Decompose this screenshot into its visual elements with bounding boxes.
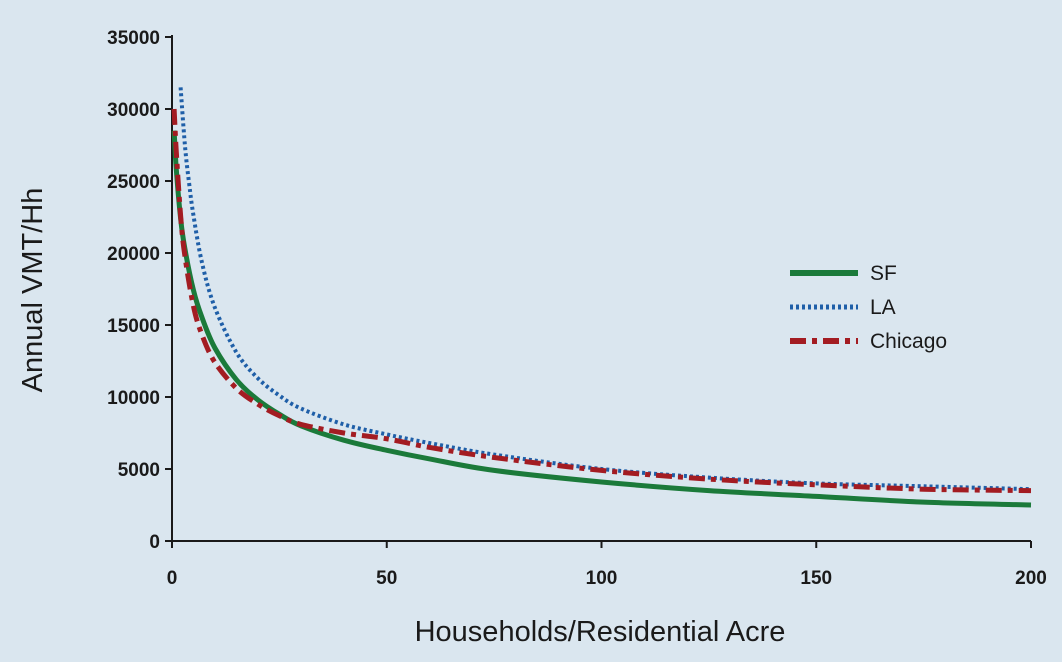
y-tick-label: 30000: [107, 100, 160, 121]
y-tick-label: 10000: [107, 388, 160, 409]
x-tick-label: 150: [800, 568, 832, 589]
series-line-sf: [171, 130, 1032, 508]
y-tick-label: 0: [149, 532, 160, 553]
x-tick-label: 0: [167, 568, 178, 589]
y-tick-label: 15000: [107, 316, 160, 337]
legend-label-sf: SF: [870, 262, 897, 285]
series-line-chicago: [171, 108, 1032, 494]
x-tick-label: 200: [1015, 568, 1047, 589]
y-axis-title: Annual VMT/Hh: [17, 188, 49, 393]
legend-label-chicago: Chicago: [870, 330, 947, 353]
y-tick-label: 25000: [107, 172, 160, 193]
series-line-la: [178, 87, 1032, 492]
legend: SF LA Chicago: [790, 262, 947, 353]
y-tick-label: 5000: [118, 460, 160, 481]
legend-label-la: LA: [870, 296, 896, 319]
y-tick-label: 35000: [107, 28, 160, 49]
x-axis-title: Households/Residential Acre: [415, 616, 786, 648]
y-tick-label: 20000: [107, 244, 160, 265]
axes: 0 5000 10000 15000 20000 25000 30000 35000 0 50 10…: [107, 28, 1047, 589]
x-tick-label: 100: [586, 568, 618, 589]
series-layer: [171, 87, 1032, 508]
x-tick-label: 50: [376, 568, 397, 589]
